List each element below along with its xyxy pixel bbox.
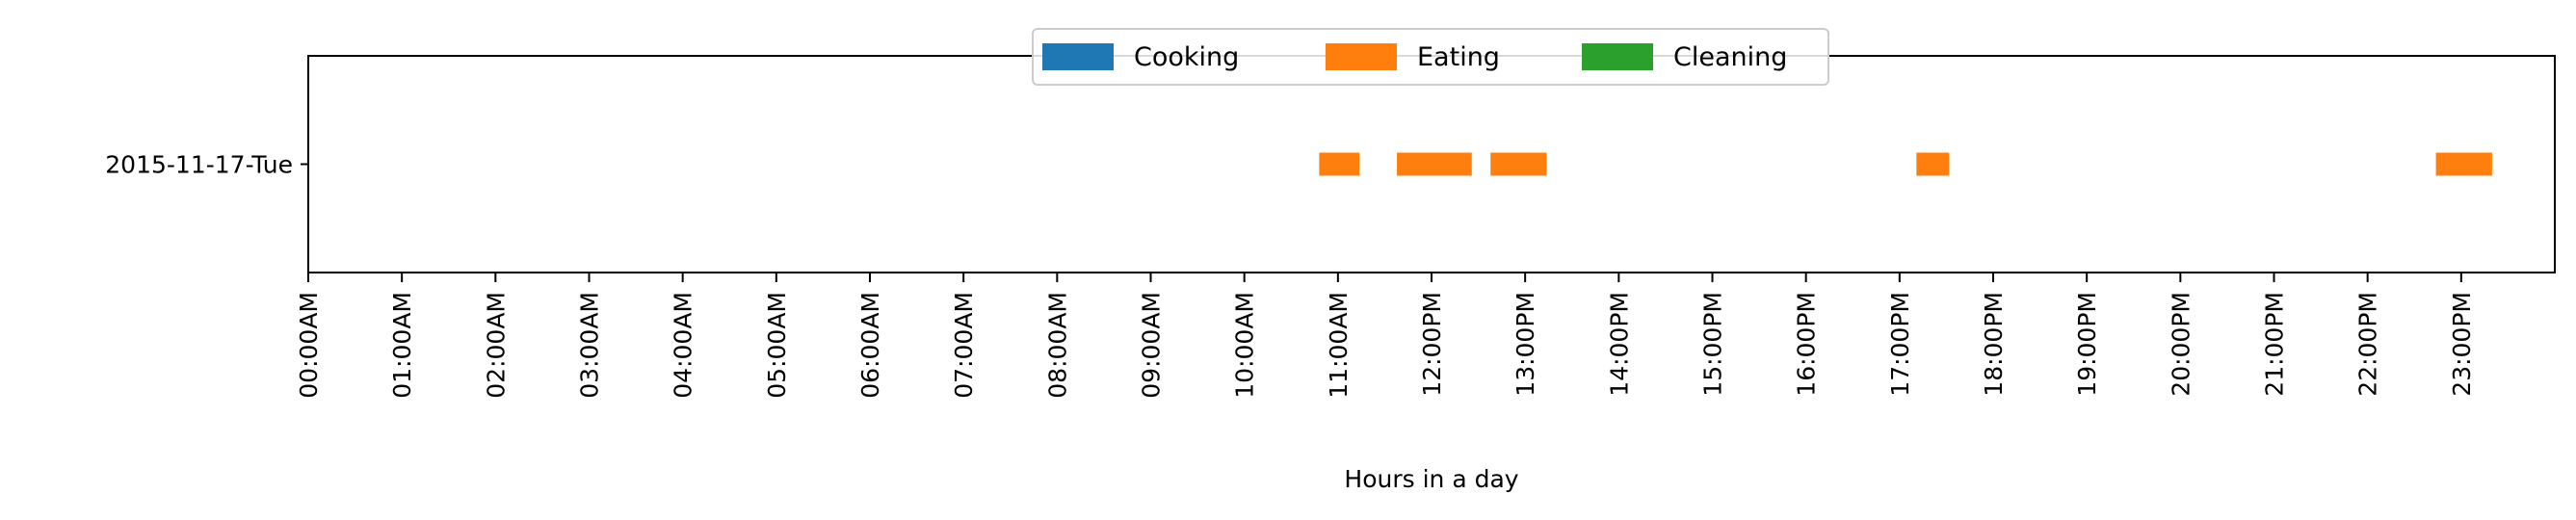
x-tick-label: 12:00PM (1418, 292, 1446, 397)
x-tick-label: 03:00AM (576, 292, 604, 399)
legend-box (1032, 28, 1829, 86)
x-tick-label: 11:00AM (1325, 292, 1353, 399)
bar-eating (1490, 152, 1547, 176)
bar-eating (2435, 152, 2492, 176)
x-tick-label: 04:00AM (670, 292, 697, 399)
x-tick-label: 01:00AM (388, 292, 416, 399)
x-tick-label: 05:00AM (763, 292, 791, 399)
x-tick-label: 13:00PM (1511, 292, 1539, 397)
x-tick-label: 07:00AM (950, 292, 978, 399)
legend-label-cleaning: Cleaning (1673, 42, 1787, 72)
x-tick-label: 17:00PM (1886, 292, 1914, 397)
x-tick-label: 08:00AM (1043, 292, 1071, 399)
x-axis-label: Hours in a day (1344, 465, 1518, 493)
x-tick-label: 21:00PM (2261, 292, 2289, 397)
y-tick-label: 2015-11-17-Tue (105, 151, 293, 179)
x-axis-ticks: 00:00AM 01:00AM 02:00AM 03:00AM 04:00AM 05:00… (295, 273, 2476, 399)
x-tick-label: 09:00AM (1138, 292, 1166, 399)
legend-swatch-cleaning (1582, 43, 1653, 70)
x-tick-label: 14:00PM (1605, 292, 1633, 397)
legend-swatch-eating (1326, 43, 1397, 70)
x-tick-label: 15:00PM (1699, 292, 1727, 397)
y-axis-ticks: 2015-11-17-Tue (105, 151, 308, 179)
legend: Cooking Eating Cleaning (1032, 28, 1829, 86)
x-tick-label: 10:00AM (1231, 292, 1259, 399)
bar-eating (1397, 152, 1472, 176)
legend-label-eating: Eating (1417, 42, 1500, 72)
x-tick-label: 22:00PM (2354, 292, 2382, 397)
x-tick-label: 19:00PM (2073, 292, 2101, 397)
legend-label-cooking: Cooking (1134, 42, 1239, 72)
legend-swatch-cooking (1042, 43, 1114, 70)
x-tick-label: 02:00AM (482, 292, 510, 399)
bar-eating (1319, 152, 1360, 176)
bars-layer (1319, 152, 2492, 176)
bar-eating (1916, 152, 1950, 176)
x-tick-label: 00:00AM (295, 292, 323, 399)
x-tick-label: 18:00PM (1980, 292, 2008, 397)
x-tick-label: 06:00AM (856, 292, 884, 399)
x-tick-label: 23:00PM (2448, 292, 2476, 397)
x-tick-label: 20:00PM (2167, 292, 2195, 397)
x-tick-label: 16:00PM (1793, 292, 1821, 397)
